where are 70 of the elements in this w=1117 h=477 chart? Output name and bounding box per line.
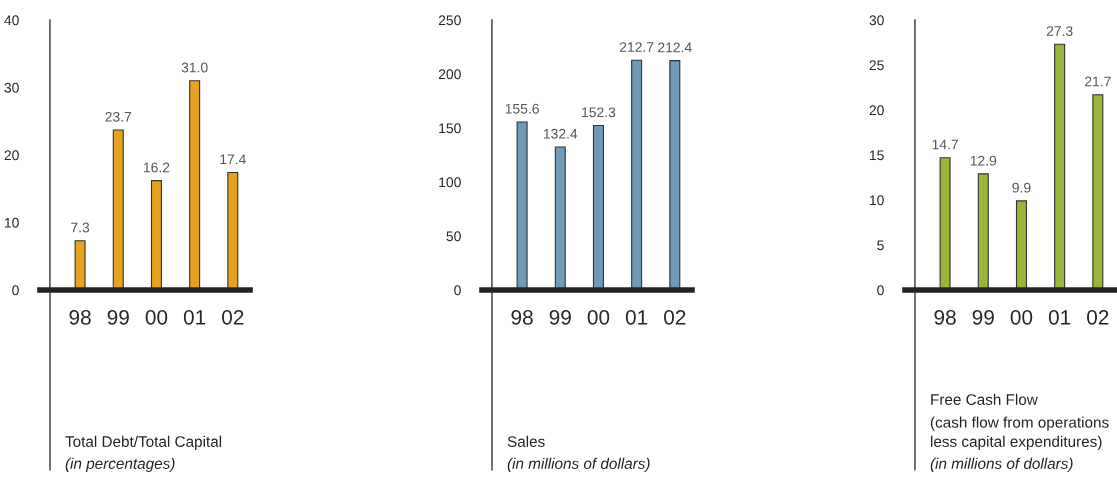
text: Total Debt/Total Capital — [65, 435, 222, 450]
x-tick-label: 98 — [934, 309, 956, 325]
text: (cash flow from operations less capital expenditures) — [930, 416, 1109, 450]
y-tick-label: 200 — [438, 69, 461, 80]
data-label: 155.6 — [505, 103, 539, 114]
y-tick-label: 0 — [454, 285, 461, 296]
text: (in millions of dollars) — [507, 457, 650, 472]
x-tick-label: 98 — [511, 309, 533, 325]
text: Sales — [507, 435, 545, 447]
bar — [554, 146, 566, 290]
data-label: 17.4 — [220, 154, 246, 165]
data-label: 9.9 — [1012, 182, 1031, 193]
data-label: 7.3 — [71, 222, 90, 233]
y-tick-label: 10 — [869, 195, 884, 206]
bar — [977, 173, 989, 290]
y-tick-label: 100 — [439, 177, 461, 188]
bar — [1054, 43, 1066, 290]
data-label: 14.7 — [932, 139, 958, 150]
y-tick-label: 5 — [877, 240, 884, 251]
data-label: 16.2 — [144, 162, 170, 173]
y-tick-label: 150 — [439, 123, 461, 134]
x-tick-label: 00 — [145, 309, 168, 325]
bar — [112, 129, 124, 290]
x-tick-label: 99 — [972, 309, 994, 325]
y-tick-label: 20 — [869, 105, 884, 116]
data-label: 152.3 — [582, 107, 616, 118]
x-tick-label: 01 — [183, 309, 206, 325]
bar — [1092, 94, 1104, 290]
y-tick-label: 15 — [869, 150, 884, 161]
y-tick-label: 0 — [877, 285, 884, 296]
bar — [1015, 200, 1027, 290]
text: (in millions of dollars) — [930, 457, 1073, 472]
x-tick-label: 00 — [587, 309, 610, 325]
data-label: 23.7 — [105, 111, 132, 122]
x-tick-label: 99 — [549, 309, 571, 325]
y-tick-label: 20 — [4, 150, 19, 161]
y-tick-label: 0 — [12, 285, 19, 296]
data-label: 212.7 — [619, 42, 654, 52]
x-tick-label: 99 — [107, 309, 129, 325]
y-tick-label: 30 — [4, 82, 19, 93]
bar — [227, 171, 239, 290]
bar — [939, 157, 951, 290]
y-tick-label: 50 — [446, 231, 461, 242]
y-tick-label: 40 — [4, 15, 19, 26]
bar — [150, 180, 162, 290]
bar — [74, 240, 86, 290]
data-label: 212.4 — [658, 42, 692, 53]
x-tick-label: 01 — [1048, 309, 1071, 325]
text: (in percentages) — [65, 457, 175, 472]
y-tick-label: 250 — [438, 15, 461, 26]
data-label: 12.9 — [970, 155, 997, 166]
bar — [592, 124, 604, 290]
data-label: 21.7 — [1085, 76, 1111, 87]
y-tick-label: 10 — [4, 217, 19, 228]
bar — [631, 59, 643, 290]
data-label: 27.3 — [1046, 26, 1073, 36]
x-tick-label: 01 — [625, 309, 648, 325]
data-label: 31.0 — [181, 62, 208, 73]
bar — [516, 121, 528, 290]
bar — [189, 80, 201, 290]
text: Free Cash Flow — [931, 393, 1038, 405]
data-label: 132.4 — [543, 128, 578, 139]
x-tick-label: 98 — [69, 309, 91, 325]
x-tick-label: 02 — [664, 309, 686, 325]
y-tick-label: 30 — [869, 15, 884, 26]
x-tick-label: 00 — [1010, 309, 1033, 325]
x-tick-label: 02 — [222, 309, 244, 325]
bar — [669, 60, 681, 290]
x-tick-label: 02 — [1087, 309, 1109, 325]
y-tick-label: 25 — [869, 60, 884, 71]
